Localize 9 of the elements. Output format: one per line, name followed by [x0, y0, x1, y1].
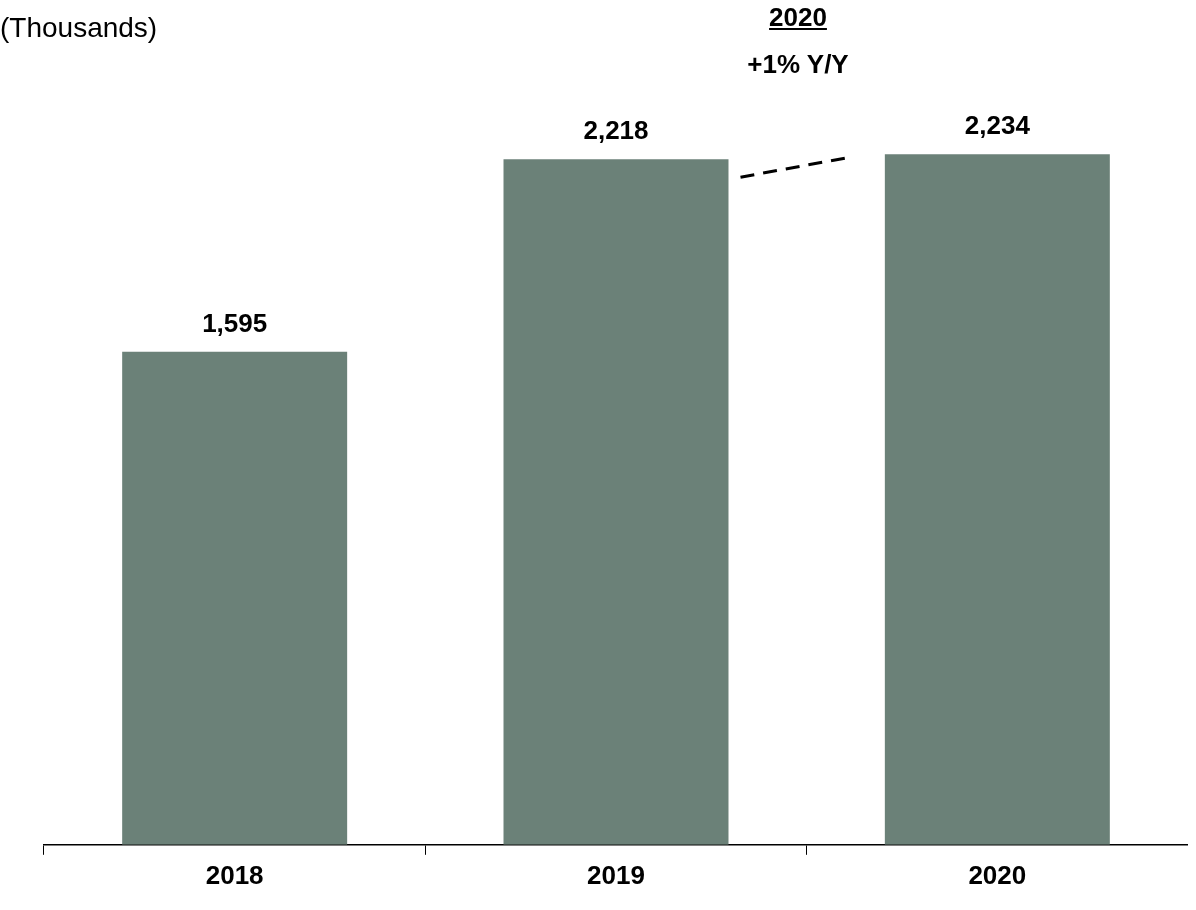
data-label: 2,234: [964, 110, 1031, 141]
data-label: 2,218: [583, 115, 649, 146]
x-tick-label: 2020: [968, 859, 1027, 890]
text: 2020: [768, 2, 828, 33]
x-tick-label: 2019: [587, 859, 645, 890]
text: +1% Y/Y: [746, 49, 850, 80]
x-tick-label: 2018: [205, 859, 264, 890]
y-axis-title: (Thousands): [0, 12, 158, 44]
data-label: 1,595: [202, 307, 268, 338]
